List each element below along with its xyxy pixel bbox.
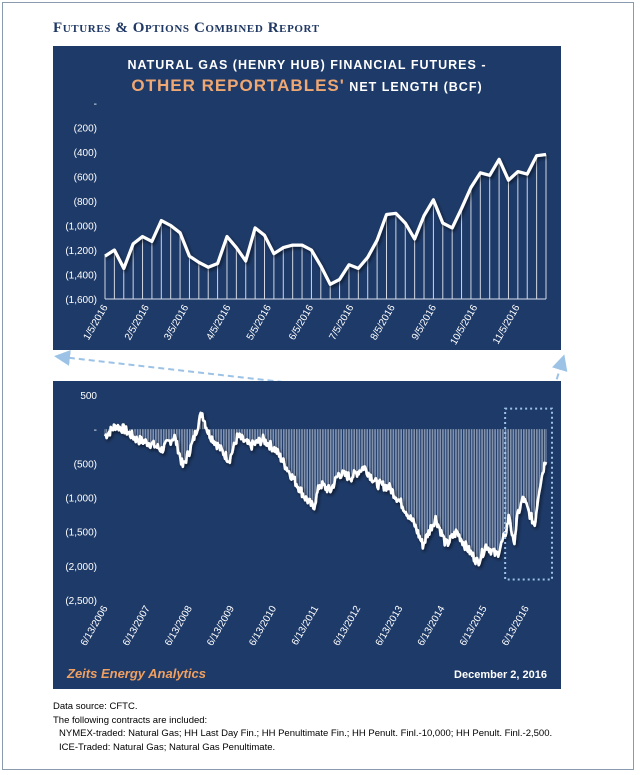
x-tick-label: 1/5/2016	[82, 303, 111, 343]
y-tick-label: (2,000)	[65, 562, 97, 573]
report-frame	[2, 2, 634, 770]
x-tick-label: 6/13/2011	[290, 604, 322, 648]
report-date: December 2, 2016	[454, 669, 547, 681]
note-ice: ICE-Traded: Natural Gas; Natural Gas Pen…	[59, 741, 276, 753]
x-tick-label: 4/5/2016	[205, 303, 234, 343]
x-tick-label: 3/5/2016	[162, 303, 191, 343]
top-chart-title-line1: NATURAL GAS (HENRY HUB) FINANCIAL FUTURE…	[127, 58, 487, 72]
y-tick-label: (500)	[74, 459, 97, 470]
note-nymex: NYMEX-traded: Natural Gas; HH Last Day F…	[59, 728, 553, 740]
x-tick-label: 6/13/2016	[500, 604, 532, 648]
y-tick-label: (1,400)	[65, 271, 97, 282]
x-tick-label: 10/5/2016	[449, 303, 481, 347]
branding-label: Zeits Energy Analytics	[67, 666, 206, 681]
top-chart-title-highlight: OTHER REPORTABLES'	[131, 76, 345, 95]
x-tick-label: 6/5/2016	[287, 303, 316, 343]
x-tick-label: 6/13/2007	[121, 604, 153, 648]
y-tick-label: (1,600)	[65, 295, 97, 306]
notes: Data source: CFTC. The following contrac…	[53, 700, 552, 754]
y-tick-label: (400)	[74, 148, 97, 159]
x-tick-label: 9/5/2016	[410, 303, 439, 343]
highlight-box	[504, 407, 554, 581]
bottom-chart-plot: 500-(500)(1,000)(1,500)(2,000)(2,500)6/1…	[65, 391, 554, 648]
top-chart-title-line2: OTHER REPORTABLES' NET LENGTH (BCF)	[53, 76, 561, 96]
top-chart-plot: - (200) (400) (600) (800) (1,000) (1,200) (1,40…	[65, 99, 547, 347]
x-tick-label: 6/13/2012	[332, 604, 364, 648]
top-chart-title-rest: NET LENGTH (BCF)	[344, 80, 483, 94]
y-tick-label: (1,000)	[65, 494, 97, 505]
x-tick-label: 6/13/2009	[205, 604, 237, 648]
x-tick-label: 6/13/2013	[374, 604, 406, 648]
series-line	[103, 411, 548, 567]
report-title: Futures & Options Combined Report	[53, 20, 320, 36]
x-tick-label: 6/13/2006	[79, 604, 111, 648]
y-tick-label: (600)	[74, 173, 97, 184]
y-tick-label: (2,500)	[65, 596, 97, 607]
note-contracts-intro: The following contracts are included:	[53, 714, 208, 726]
x-tick-label: 6/13/2014	[416, 604, 448, 648]
y-tick-label: -	[94, 425, 97, 436]
top-chart-panel: NATURAL GAS (HENRY HUB) FINANCIAL FUTURE…	[53, 46, 561, 350]
x-tick-label: 8/5/2016	[369, 303, 398, 343]
series-line	[104, 152, 547, 286]
x-tick-label: 2/5/2016	[123, 303, 152, 343]
y-tick-label: 500	[80, 391, 97, 402]
x-tick-label: 7/5/2016	[327, 303, 356, 343]
note-source: Data source: CFTC.	[53, 701, 138, 712]
y-tick-label: (200)	[74, 124, 97, 135]
y-tick-label: (1,200)	[65, 246, 97, 257]
x-tick-label: 6/13/2015	[458, 604, 490, 648]
y-tick-label: (1,000)	[65, 222, 97, 233]
y-tick-label: -	[94, 99, 97, 110]
y-tick-label: (800)	[74, 197, 97, 208]
x-tick-label: 5/5/2016	[245, 303, 274, 343]
bottom-chart-panel: 500- (500) (1,000) (1,500) (2,000) (2,500) 6/1…	[53, 381, 561, 689]
x-tick-label: 11/5/2016	[491, 303, 523, 347]
x-tick-label: 6/13/2010	[247, 604, 279, 648]
x-tick-label: 6/13/2008	[163, 604, 195, 648]
y-tick-label: (1,500)	[65, 528, 97, 539]
